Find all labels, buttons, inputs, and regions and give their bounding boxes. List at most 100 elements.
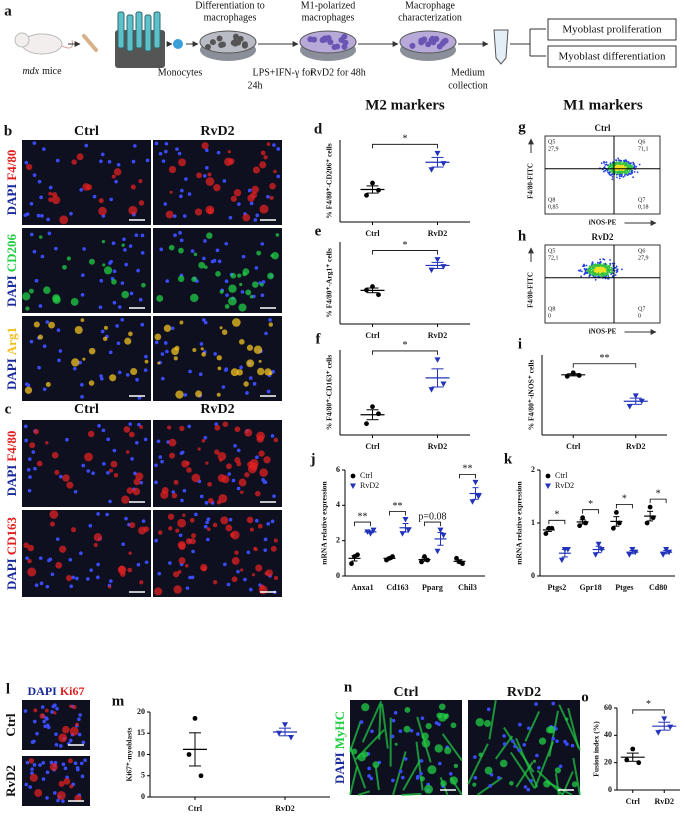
nucleus: [266, 389, 271, 394]
stained-cell: [434, 744, 443, 753]
flow-frame: [544, 244, 661, 324]
stained-cell: [178, 542, 186, 550]
row-label: DAPI Arg1: [4, 327, 19, 390]
flow-event: [611, 175, 614, 178]
stained-cell: [62, 474, 70, 482]
nucleus: [26, 467, 31, 472]
nucleus: [156, 439, 161, 444]
panel-label: o: [581, 689, 589, 705]
nucleus: [213, 352, 217, 356]
stain-marker: MyHC: [332, 711, 347, 749]
nucleus: [199, 494, 204, 499]
legend-marker: [350, 473, 356, 479]
nucleus: [231, 478, 236, 483]
stained-cell: [168, 526, 173, 531]
nucleus: [128, 422, 132, 426]
stained-cell: [421, 739, 431, 748]
nucleus: [161, 159, 166, 163]
nucleus: [109, 197, 113, 202]
panel-label: h: [518, 228, 527, 244]
flow-event: [619, 173, 622, 176]
stained-cell: [236, 461, 242, 467]
nucleus: [419, 771, 423, 776]
stained-cell: [403, 725, 411, 733]
stained-cell: [108, 585, 112, 589]
stained-cell: [475, 718, 484, 727]
stained-cell: [394, 742, 398, 746]
stained-cell: [33, 321, 40, 328]
stained-cell: [239, 568, 244, 572]
nucleus: [106, 471, 110, 475]
flow-event: [605, 275, 608, 277]
stained-cell: [201, 142, 209, 150]
significance-label: *: [622, 494, 627, 505]
dish-cell: [219, 41, 226, 48]
stained-cell: [216, 500, 222, 505]
step-label: characterization: [398, 12, 462, 23]
stained-cell: [182, 513, 186, 517]
nucleus: [563, 739, 567, 744]
nucleus: [80, 382, 84, 387]
nucleus: [263, 537, 268, 542]
nucleus: [135, 377, 139, 382]
stained-cell: [246, 344, 254, 351]
x-tick-label: RvD2: [428, 442, 448, 451]
flow-event: [593, 267, 596, 269]
data-point: [186, 752, 192, 757]
nucleus: [246, 550, 251, 555]
nucleus: [517, 748, 521, 752]
nucleus: [370, 729, 374, 734]
stained-cell: [56, 791, 66, 800]
flow-event: [599, 266, 602, 269]
flow-event: [616, 169, 618, 172]
stained-cell: [108, 468, 114, 473]
nucleus: [391, 718, 396, 723]
nucleus: [205, 148, 209, 153]
stained-cell: [273, 575, 279, 581]
quadrant-value: 27,9: [638, 255, 649, 261]
stained-cell: [256, 250, 262, 256]
data-point: [583, 520, 589, 526]
stained-cell: [227, 158, 235, 165]
flow-event: [609, 262, 612, 265]
dish-cell: [232, 33, 239, 40]
stained-cell: [472, 782, 477, 787]
stained-cell: [191, 276, 197, 283]
stained-cell: [244, 428, 253, 437]
flow-event: [591, 263, 593, 266]
stained-cell: [128, 431, 135, 438]
data-point: [402, 516, 409, 523]
data-point: [558, 557, 565, 564]
nucleus: [190, 575, 195, 580]
significance-label: *: [403, 240, 408, 251]
data-point: [440, 381, 447, 387]
myotube: [524, 710, 541, 742]
stained-cell: [269, 182, 276, 190]
flow-event: [619, 162, 622, 165]
nucleus: [136, 268, 140, 273]
stained-cell: [127, 567, 133, 573]
stained-cell: [258, 359, 262, 363]
flow-event: [603, 162, 605, 164]
flow-event: [615, 269, 618, 272]
data-point: [543, 531, 549, 536]
flow-event: [638, 163, 641, 166]
stained-cell: [169, 190, 173, 194]
nucleus: [59, 744, 63, 748]
significance-label: *: [403, 134, 408, 145]
nucleus: [163, 341, 168, 345]
nucleus: [27, 488, 32, 493]
stained-cell: [198, 261, 206, 269]
nucleus: [48, 185, 53, 190]
stained-cell: [102, 336, 108, 342]
nucleus: [526, 787, 531, 792]
stain-marker: F4/80: [4, 431, 19, 462]
nucleus: [236, 569, 240, 574]
flow-event: [616, 161, 619, 164]
stained-cell: [138, 200, 145, 206]
myotube: [488, 699, 497, 740]
stained-cell: [59, 545, 67, 553]
nucleus: [140, 251, 145, 255]
panel-label: a: [4, 3, 12, 19]
data-point: [434, 548, 441, 555]
